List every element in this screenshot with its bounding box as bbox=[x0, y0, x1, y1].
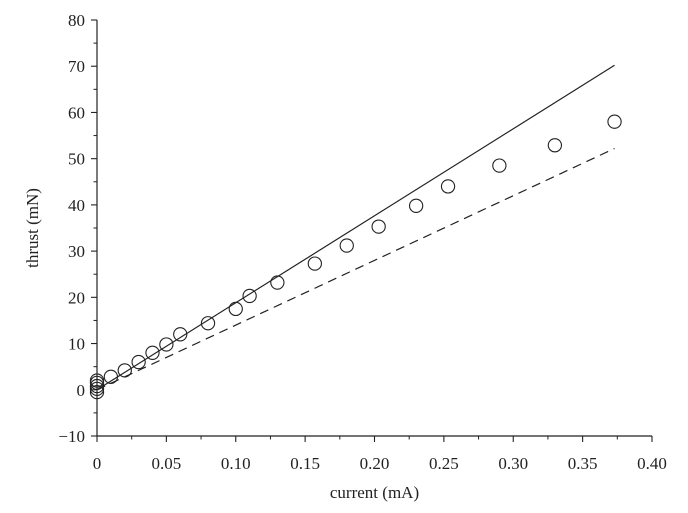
x-tick-label: 0.10 bbox=[221, 454, 251, 473]
x-tick-label: 0.05 bbox=[152, 454, 182, 473]
y-tick-label: 70 bbox=[68, 57, 85, 76]
y-tick-label: 40 bbox=[68, 196, 85, 215]
data-point-marker bbox=[200, 316, 216, 331]
data-point-marker bbox=[173, 327, 188, 342]
data-point-marker bbox=[270, 275, 285, 290]
y-tick-label: −10 bbox=[58, 427, 85, 446]
data-point-marker bbox=[607, 114, 622, 129]
y-tick-label: 20 bbox=[68, 288, 85, 307]
data-point-marker bbox=[131, 354, 146, 370]
data-point-marker bbox=[242, 288, 257, 304]
data-point-marker bbox=[492, 158, 507, 173]
x-axis-ticks: 0 0.05 0.10 0.15 0.20 0.25 0.30 0.35 0.40 bbox=[93, 436, 667, 473]
data-point-marker bbox=[307, 256, 322, 271]
x-tick-label: 0.40 bbox=[637, 454, 667, 473]
data-point-marker bbox=[159, 337, 174, 352]
y-axis-ticks: −10 0 10 20 30 40 50 60 70 80 bbox=[58, 11, 97, 446]
plot-area bbox=[89, 64, 622, 400]
data-point-marker bbox=[145, 345, 160, 360]
solid-line-series bbox=[96, 64, 615, 391]
data-point-marker bbox=[339, 238, 354, 253]
axes: 0 0.05 0.10 0.15 0.20 0.25 0.30 0.35 0.40 −10 0 10… bbox=[58, 11, 666, 473]
y-tick-label: 30 bbox=[68, 242, 85, 261]
x-tick-label: 0.25 bbox=[429, 454, 459, 473]
data-point-marker bbox=[547, 138, 563, 153]
data-point-marker bbox=[440, 179, 456, 194]
dashed-line-series bbox=[96, 147, 615, 391]
x-tick-label: 0.15 bbox=[290, 454, 320, 473]
x-tick-label: 0.35 bbox=[568, 454, 598, 473]
y-tick-label: 50 bbox=[68, 150, 85, 169]
x-axis-title: current (mA) bbox=[330, 483, 419, 502]
y-tick-label: 60 bbox=[68, 103, 85, 122]
y-tick-label: 10 bbox=[68, 335, 85, 354]
y-axis-title: thrust (mN) bbox=[23, 188, 42, 268]
y-tick-label: 0 bbox=[77, 381, 86, 400]
data-point-marker bbox=[228, 301, 243, 317]
x-tick-label: 0 bbox=[93, 454, 102, 473]
x-tick-label: 0.30 bbox=[498, 454, 528, 473]
data-point-marker bbox=[371, 219, 386, 234]
data-point-marker bbox=[408, 198, 424, 213]
y-tick-label: 80 bbox=[68, 11, 85, 30]
x-tick-label: 0.20 bbox=[360, 454, 390, 473]
